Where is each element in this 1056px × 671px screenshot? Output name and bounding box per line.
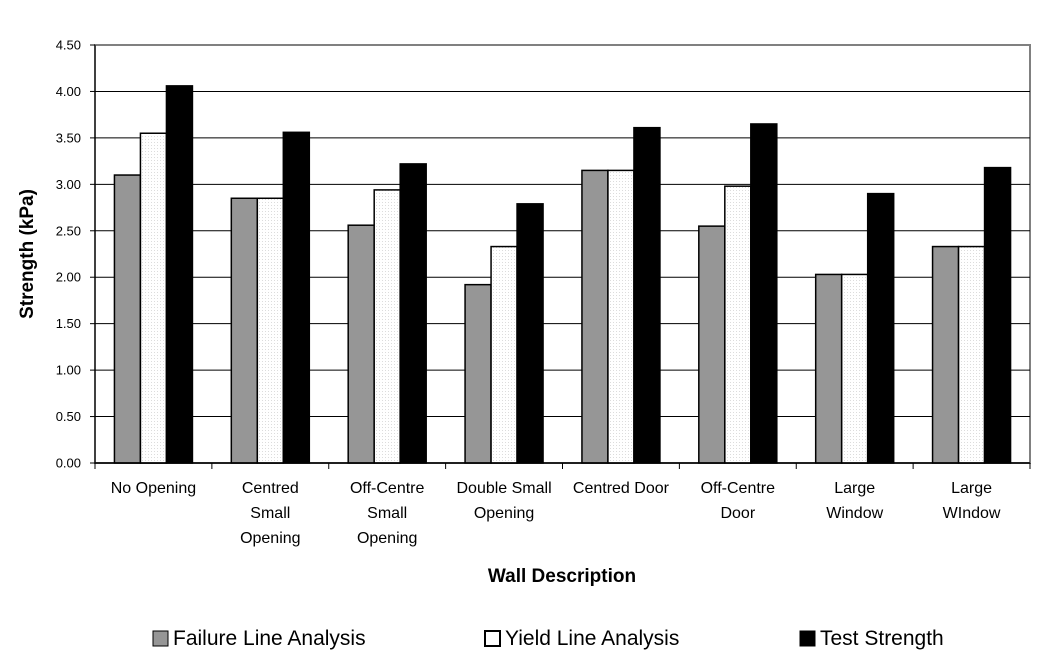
y-tick-label: 0.00	[56, 456, 81, 471]
x-category-label: Large	[834, 480, 875, 497]
legend-label: Test Strength	[820, 627, 944, 650]
legend-label: Yield Line Analysis	[505, 627, 679, 650]
bar-failure-line-analysis	[698, 225, 726, 464]
x-category-label: Centred	[242, 480, 299, 497]
x-category-label: Small	[367, 505, 407, 522]
bar-test-strength	[282, 131, 311, 464]
bar-test-strength	[750, 123, 778, 464]
legend-swatch	[799, 630, 816, 647]
x-category-label: No Opening	[111, 480, 196, 497]
y-tick-label: 1.50	[56, 316, 81, 331]
bar-test-strength	[983, 166, 1012, 464]
x-category-label: Double Small	[456, 480, 551, 497]
x-category-label: Opening	[474, 505, 535, 522]
bar-failure-line-analysis	[347, 224, 375, 464]
x-category-labels: No Opening Centred Small Opening Off-Centre S…	[111, 480, 1001, 547]
bar-failure-line-analysis	[464, 283, 492, 464]
bar-failure-line-analysis	[113, 174, 142, 464]
y-tick-label: 2.00	[56, 270, 81, 285]
x-category-label: Opening	[357, 530, 418, 547]
y-tick-label: 0.50	[56, 409, 81, 424]
bar-yield-line-analysis	[957, 245, 986, 464]
legend-swatch	[152, 630, 169, 647]
y-axis-title: Strength (kPa)	[17, 189, 38, 319]
bar-test-strength	[866, 192, 895, 464]
y-tick-label: 2.50	[56, 223, 81, 238]
bar-yield-line-analysis	[840, 273, 869, 464]
legend-label: Failure Line Analysis	[173, 627, 366, 650]
x-category-label: WIndow	[943, 505, 1001, 522]
y-tick-label: 4.00	[56, 84, 81, 99]
axes	[90, 44, 1031, 469]
y-tick-label: 4.50	[56, 38, 81, 53]
bar-yield-line-analysis	[256, 197, 285, 464]
y-tick-label: 1.00	[56, 363, 81, 378]
x-category-label: Off-Centre	[701, 480, 776, 497]
bar-failure-line-analysis	[931, 245, 960, 464]
x-category-label: Small	[250, 505, 290, 522]
y-tick-label: 3.50	[56, 130, 81, 145]
x-category-label: Large	[951, 480, 992, 497]
y-tick-labels: 0.00 0.50 1.00 1.50 2.00 2.50 3.00 3.50 4.00 4.50	[56, 38, 81, 471]
x-category-label: Centred Door	[573, 480, 670, 497]
bar-failure-line-analysis	[814, 273, 843, 464]
x-category-label: Window	[826, 505, 883, 522]
x-category-label: Off-Centre	[350, 480, 425, 497]
bar-yield-line-analysis	[139, 132, 168, 464]
bar-failure-line-analysis	[581, 169, 609, 464]
bar-test-strength	[399, 163, 427, 464]
bar-test-strength	[516, 203, 544, 464]
bar-test-strength	[165, 85, 194, 464]
bar-failure-line-analysis	[230, 197, 259, 464]
bar-yield-line-analysis	[490, 245, 518, 464]
legend-swatch	[484, 630, 501, 647]
y-tick-label: 3.00	[56, 177, 81, 192]
x-category-label: Opening	[240, 530, 301, 547]
bar-yield-line-analysis	[373, 189, 401, 464]
bar-test-strength	[633, 126, 661, 464]
x-axis-title: Wall Description	[488, 566, 636, 587]
legend: Failure Line Analysis Yield Line Analysis…	[152, 627, 944, 650]
bar-yield-line-analysis	[724, 185, 752, 464]
bars	[113, 85, 1012, 464]
x-category-label: Door	[720, 505, 755, 522]
bar-yield-line-analysis	[607, 169, 635, 464]
